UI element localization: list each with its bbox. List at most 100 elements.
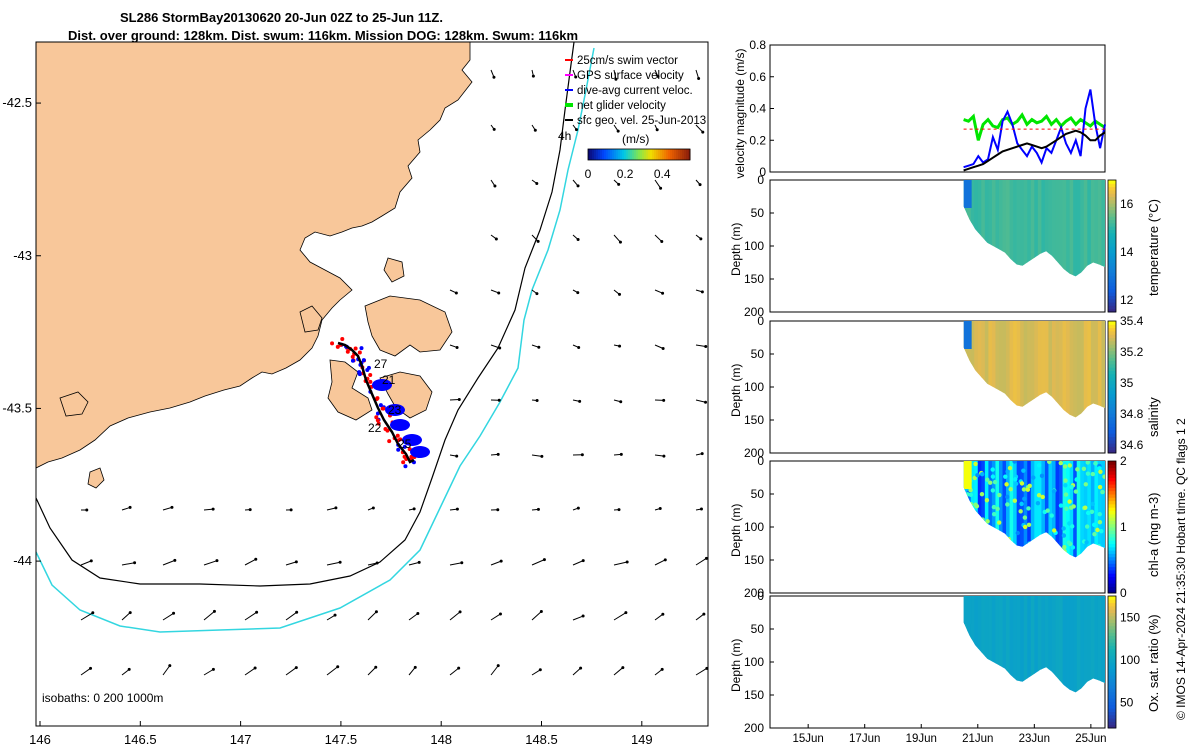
section-colorbar-cell <box>1108 337 1116 342</box>
current-vector-head <box>212 609 216 613</box>
chl-sample <box>1022 524 1028 530</box>
chl-sample <box>1061 533 1067 538</box>
section-column <box>1069 596 1074 693</box>
current-vector <box>408 561 420 566</box>
section-column <box>1097 321 1103 418</box>
current-vector-head <box>496 452 500 456</box>
chl-sample <box>1063 483 1068 488</box>
section-colorbar-cell <box>1108 373 1116 378</box>
glider-point <box>396 447 401 452</box>
section-colorbar-cell <box>1108 393 1116 398</box>
section-column <box>1059 461 1064 558</box>
section-colorbar-cell <box>1108 360 1116 365</box>
chl-sample <box>1090 471 1096 477</box>
section-column <box>1027 180 1032 277</box>
colorbar-cell <box>666 149 669 160</box>
title-line-1: SL286 StormBay20130620 20-Jun 02Z to 25-… <box>120 10 443 25</box>
section-colorbar-cell <box>1108 685 1116 689</box>
glider-point <box>387 439 392 444</box>
chl-sample <box>991 504 997 510</box>
colorbar-tick: 0 <box>585 167 592 181</box>
current-vector <box>285 611 297 621</box>
map-y-tick-label: -42.5 <box>2 95 32 110</box>
section-column <box>1016 596 1021 693</box>
chl-sample <box>1090 501 1095 507</box>
legend-entry: sfc geo. vel. 25-Jun-2013 <box>577 115 706 127</box>
current-vector <box>695 124 704 133</box>
section-colorbar-cell <box>1108 410 1116 414</box>
section-colorbar-tick: 34.6 <box>1120 438 1144 452</box>
section-column <box>1094 321 1099 418</box>
chl-sample <box>1100 489 1105 495</box>
time-tick-label: 23Jun <box>1019 733 1050 745</box>
current-vector <box>654 668 663 676</box>
section-colorbar-cell <box>1108 189 1116 194</box>
chl-sample <box>1067 499 1072 504</box>
section-column <box>981 461 986 558</box>
colorbar-cell <box>620 149 623 160</box>
section-colorbar-cell <box>1108 203 1116 207</box>
colorbar-cell <box>610 149 613 160</box>
section-column <box>998 321 1004 418</box>
chl-sample <box>1063 492 1069 497</box>
section-colorbar-cell <box>1108 206 1116 211</box>
section-colorbar-cell <box>1108 347 1116 352</box>
section-colorbar-cell <box>1108 186 1116 191</box>
colorbar-cell <box>686 149 689 160</box>
chl-sample <box>1074 477 1079 482</box>
chl-sample <box>1097 484 1103 490</box>
current-vector-head <box>576 184 580 188</box>
current-vector-head <box>333 613 337 617</box>
current-vector-head <box>577 345 581 349</box>
section-colorbar-cell <box>1108 536 1116 541</box>
section-column <box>1076 461 1081 558</box>
section-column <box>1009 321 1014 418</box>
section-column <box>1059 321 1064 418</box>
section-colorbar-cell <box>1108 446 1116 451</box>
time-tick-label: 21Jun <box>962 733 993 745</box>
current-vector-head <box>89 666 93 670</box>
current-vector-head <box>538 668 542 672</box>
section-column <box>1073 321 1078 418</box>
glider-point <box>357 372 362 377</box>
section-column <box>1027 321 1032 418</box>
current-vector-head <box>621 666 625 670</box>
chl-sample <box>979 491 985 497</box>
current-vector-head <box>700 452 704 456</box>
chl-sample <box>991 511 997 517</box>
chl-sample <box>990 488 996 493</box>
colorbar-cell <box>664 149 667 160</box>
map-y-tick-label: -43.5 <box>2 400 32 415</box>
section-colorbar-cell <box>1108 711 1116 716</box>
chl-sample <box>985 519 990 524</box>
section-colorbar-cell <box>1108 553 1116 558</box>
chl-sample <box>1013 481 1019 486</box>
current-vector-head <box>619 452 623 456</box>
section-column <box>1020 596 1025 693</box>
section-column <box>1009 596 1014 693</box>
current-vector-head <box>617 508 621 512</box>
current-vector-head <box>168 664 172 668</box>
chl-sample <box>1036 493 1042 498</box>
current-vector-head <box>494 237 498 241</box>
chl-sample <box>1049 513 1054 518</box>
section-clabel: Ox. sat. ratio (%) <box>1146 614 1161 712</box>
section-colorbar-cell <box>1108 701 1116 706</box>
glider-point <box>353 346 358 351</box>
time-tick-label: 25Jun <box>1075 733 1106 745</box>
colorbar-cell <box>626 149 629 160</box>
colorbar-cell <box>648 149 651 160</box>
section-colorbar-cell <box>1108 662 1116 666</box>
section-column <box>1023 596 1028 693</box>
current-vector <box>408 613 419 621</box>
colorbar-cell <box>680 149 683 160</box>
current-vector <box>203 610 215 621</box>
section-column <box>1013 596 1018 693</box>
depth-ylabel: Depth (m) <box>729 364 743 417</box>
section-column <box>977 180 982 277</box>
depth-tick-label: 0 <box>757 454 764 468</box>
depth-tick-label: 150 <box>744 413 764 427</box>
colorbar-cell <box>668 149 671 160</box>
section-column <box>1073 596 1078 693</box>
dive-avg-cluster-1 <box>390 419 410 431</box>
